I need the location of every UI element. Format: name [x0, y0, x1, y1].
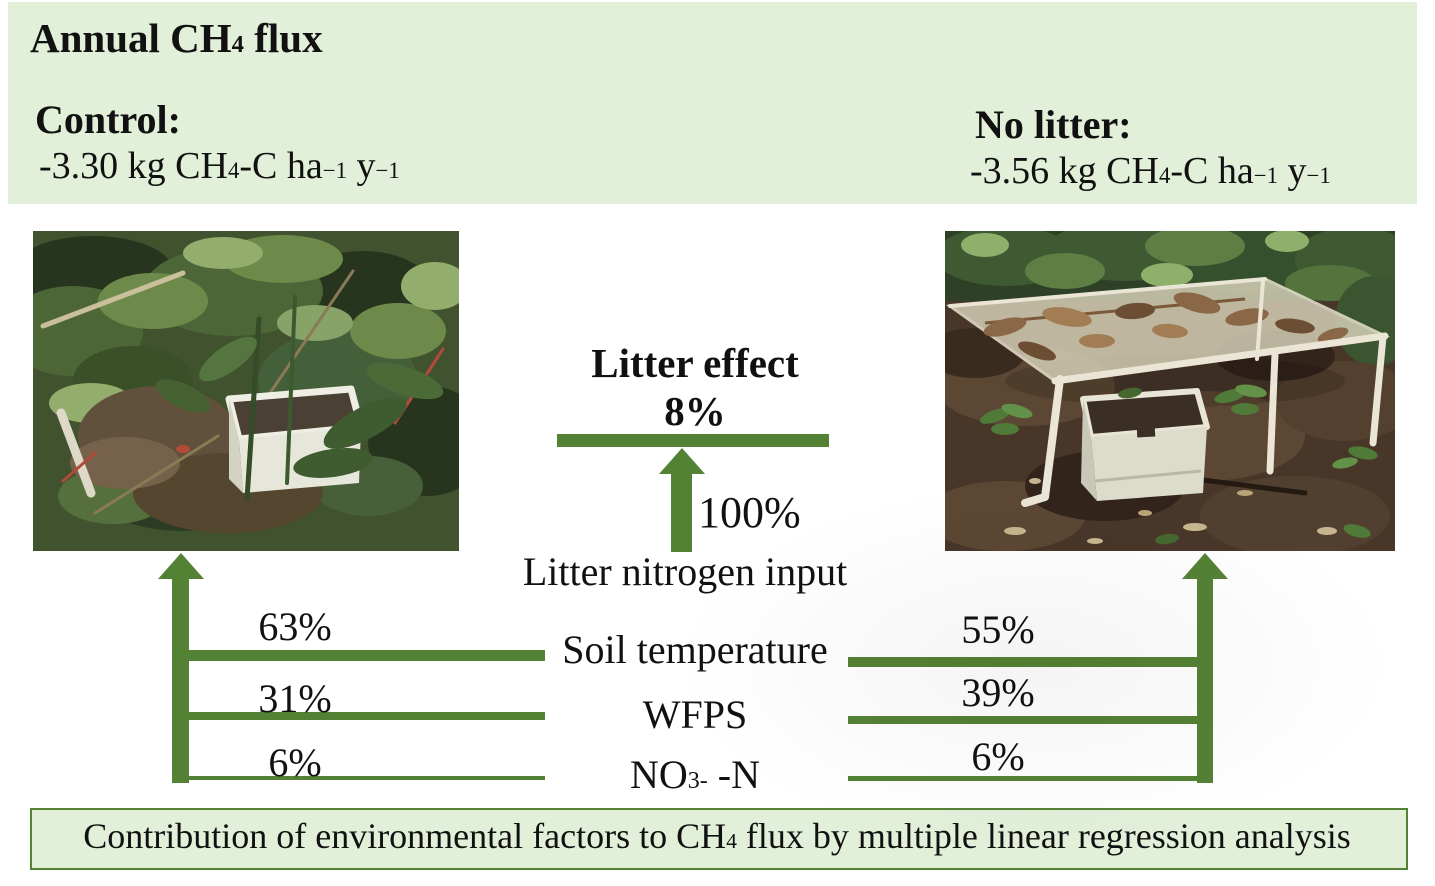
litter-effect-label: Litter effect	[591, 340, 799, 386]
no-litter-flux-sup2: −1	[1306, 163, 1331, 188]
no3-sup: -	[699, 768, 708, 794]
caption-box	[30, 808, 1408, 870]
no-litter-wfps-line	[848, 716, 1197, 724]
no-litter-arrowhead	[1182, 553, 1228, 579]
seedlings	[979, 384, 1378, 545]
factor-label-no3: NO3- -N	[540, 751, 850, 798]
control-flux-sub: 4	[227, 158, 240, 183]
foreground-stems	[155, 295, 444, 502]
control-flux-sup2: −1	[375, 158, 400, 183]
control-soil-temperature-line	[188, 650, 545, 661]
no3-pre: NO	[630, 752, 688, 797]
no-litter-arrow-shaft	[1197, 577, 1213, 783]
control-arrowhead	[158, 553, 204, 579]
litter-input-label: Litter nitrogen input	[522, 549, 848, 594]
figure-title: Annual CH4 flux	[30, 14, 323, 62]
no-litter-soil-temperature-line	[848, 657, 1197, 667]
control-flux-pre: -3.30 kg CH	[39, 145, 228, 187]
no-litter-label: No litter:	[975, 102, 1132, 147]
no-litter-soil-temperature-percent: 55%	[961, 607, 1035, 652]
litter-input-percent: 100%	[698, 488, 801, 537]
no-litter-no3-percent: 6%	[971, 734, 1025, 779]
no-litter-chamber-photo	[945, 231, 1395, 551]
caption-text: Contribution of environmental factors to…	[32, 815, 1402, 857]
caption-pre: Contribution of environmental factors to…	[83, 816, 727, 856]
no-litter-no3-line	[848, 776, 1197, 781]
foliage	[33, 235, 459, 531]
figure-title-text-post: flux	[243, 15, 323, 61]
litter-input-arrow-shaft	[671, 472, 692, 552]
control-arrow-shaft	[172, 577, 189, 783]
litter-effect-bar	[557, 434, 829, 447]
control-wfps-percent: 31%	[258, 676, 332, 721]
control-flux-sup1: −1	[322, 158, 347, 183]
no-litter-flux-mid: -C ha	[1170, 150, 1254, 192]
caption-post: flux by multiple linear regression analy…	[736, 816, 1351, 856]
control-flux-mid: -C ha	[239, 145, 323, 187]
control-flux-sep: y	[347, 145, 376, 187]
factor-label-wfps: WFPS	[642, 692, 748, 737]
no-litter-flux-sup1: −1	[1253, 163, 1278, 188]
no-litter-flux-sub: 4	[1158, 163, 1171, 188]
factor-label-soil-temperature: Soil temperature	[562, 627, 828, 672]
no-litter-flux-pre: -3.56 kg CH	[970, 150, 1159, 192]
no3-post: -N	[707, 752, 760, 797]
litter-effect-value: 8%	[664, 388, 726, 434]
frame-pipes	[948, 277, 1389, 507]
figure-title-text: Annual CH	[30, 15, 232, 61]
control-flux-value: -3.30 kg CH4-C ha−1 y−1	[39, 144, 400, 188]
caption-sub: 4	[726, 829, 737, 853]
control-wfps-line	[188, 712, 545, 720]
no-litter-flux-value: -3.56 kg CH4-C ha−1 y−1	[970, 149, 1331, 193]
no-litter-flux-sep: y	[1278, 150, 1307, 192]
control-label: Control:	[35, 97, 181, 142]
control-no3-line	[188, 776, 545, 780]
chamber-box	[1080, 388, 1210, 501]
no3-sub: 3	[687, 768, 700, 794]
control-chamber-photo	[33, 231, 459, 551]
annual-flux-banner: Annual CH4 flux Control: -3.30 kg CH4-C …	[8, 2, 1417, 204]
background-foliage	[945, 231, 1395, 366]
figure-title-subscript: 4	[231, 31, 244, 58]
no-litter-wfps-percent: 39%	[961, 670, 1035, 715]
control-soil-temperature-percent: 63%	[258, 604, 332, 649]
control-no3-percent: 6%	[268, 740, 322, 785]
litter-input-arrowhead	[659, 448, 705, 474]
